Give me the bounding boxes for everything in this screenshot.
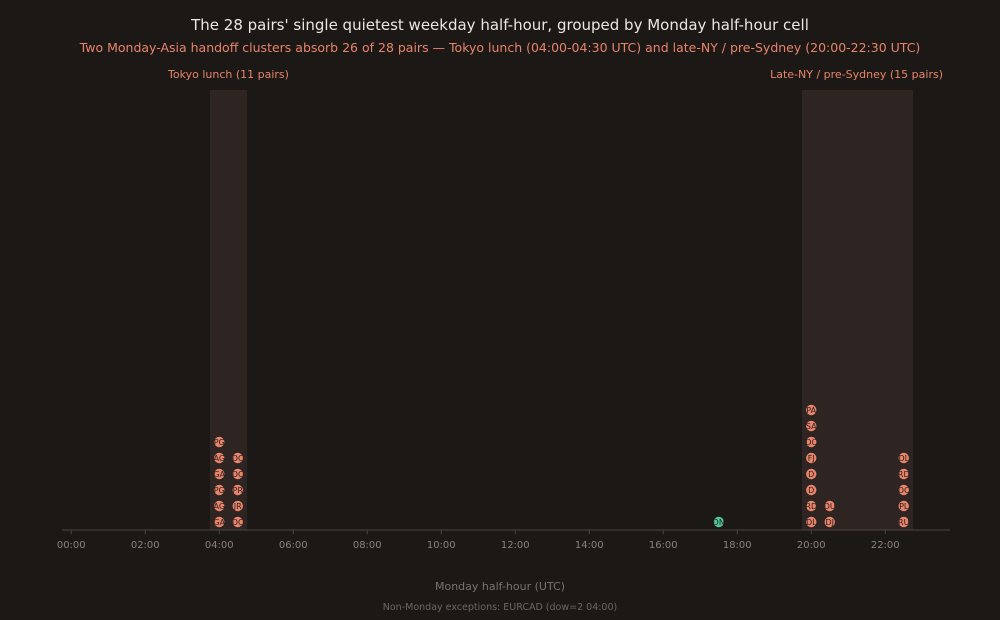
point-label: DN [713, 518, 725, 527]
x-tick-label: 22:00 [871, 540, 900, 551]
point-label: PG [214, 486, 225, 495]
point-label: GA [213, 518, 225, 527]
data-point [214, 468, 225, 480]
data-point [214, 500, 225, 512]
x-tick-label: 08:00 [353, 540, 382, 551]
x-tick-label: 16:00 [649, 540, 678, 551]
data-point [806, 420, 817, 432]
point-label: JR [233, 502, 242, 511]
point-label: DC [232, 470, 244, 479]
point-label: PA [806, 406, 816, 415]
point-label: DC [232, 454, 244, 463]
x-tick-label: 10:00 [427, 540, 456, 551]
data-point [214, 516, 225, 528]
point-label: DL [898, 454, 909, 463]
footnote: Non-Monday exceptions: EURCAD (dow=2 04:… [383, 602, 617, 613]
data-point [824, 516, 835, 528]
data-point [214, 452, 225, 464]
point-label: RD [898, 470, 910, 479]
data-point [806, 516, 817, 528]
band-label: Late-NY / pre-Sydney (15 pairs) [770, 68, 943, 81]
x-tick-label: 18:00 [723, 540, 752, 551]
x-tick-label: 20:00 [797, 540, 826, 551]
x-tick-label: 02:00 [131, 540, 160, 551]
data-point [232, 516, 243, 528]
data-point [806, 452, 817, 464]
point-label: DC [898, 486, 910, 495]
data-points: GA AG PG GA AG PG DC JR PR DC DC DN DL RD DD FJ DC SA PA DJ… [213, 404, 910, 528]
point-label: GA [213, 470, 225, 479]
highlight-bands: Tokyo lunch (11 pairs) Late-NY / pre-Sydn… [167, 68, 943, 530]
data-point [898, 500, 909, 512]
x-axis-label: Monday half-hour (UTC) [435, 580, 565, 593]
point-label: RD [805, 502, 817, 511]
data-point [806, 404, 817, 416]
data-point [806, 436, 817, 448]
point-label: DL [806, 518, 817, 527]
data-point [898, 452, 909, 464]
chart-title: The 28 pairs' single quietest weekday ha… [190, 16, 809, 34]
point-label: DC [232, 518, 244, 527]
point-label: DJ [825, 518, 834, 527]
x-axis: 00:00 02:00 04:00 06:00 08:00 10:00 12:00 14:00… [57, 529, 950, 551]
point-label: PG [214, 438, 225, 447]
data-point [232, 452, 243, 464]
data-point [898, 484, 909, 496]
x-tick-label: 12:00 [501, 540, 530, 551]
data-point [806, 468, 817, 480]
chart-subtitle: Two Monday-Asia handoff clusters absorb … [79, 40, 921, 55]
data-point [898, 516, 909, 528]
data-point [824, 500, 835, 512]
data-point [232, 468, 243, 480]
data-point [232, 500, 243, 512]
point-label: DU [824, 502, 836, 511]
band-label: Tokyo lunch (11 pairs) [167, 68, 289, 81]
point-label: D [808, 486, 814, 495]
x-tick-label: 00:00 [57, 540, 86, 551]
point-label: DC [805, 438, 817, 447]
data-point [806, 500, 817, 512]
data-point [214, 436, 225, 448]
point-label: PL [899, 502, 909, 511]
highlight-band [802, 90, 913, 530]
point-label: RU [898, 518, 910, 527]
data-point [214, 484, 225, 496]
highlight-band [210, 90, 247, 530]
point-label: PR [233, 486, 244, 495]
point-label: AG [213, 502, 225, 511]
point-label: D [808, 470, 814, 479]
point-label: FJ [808, 454, 815, 463]
x-tick-label: 14:00 [575, 540, 604, 551]
data-point [232, 484, 243, 496]
data-point [898, 468, 909, 480]
data-point [806, 484, 817, 496]
data-point [713, 516, 724, 528]
point-label: AG [213, 454, 225, 463]
point-label: SA [806, 422, 817, 431]
x-tick-label: 06:00 [279, 540, 308, 551]
x-tick-label: 04:00 [205, 540, 234, 551]
